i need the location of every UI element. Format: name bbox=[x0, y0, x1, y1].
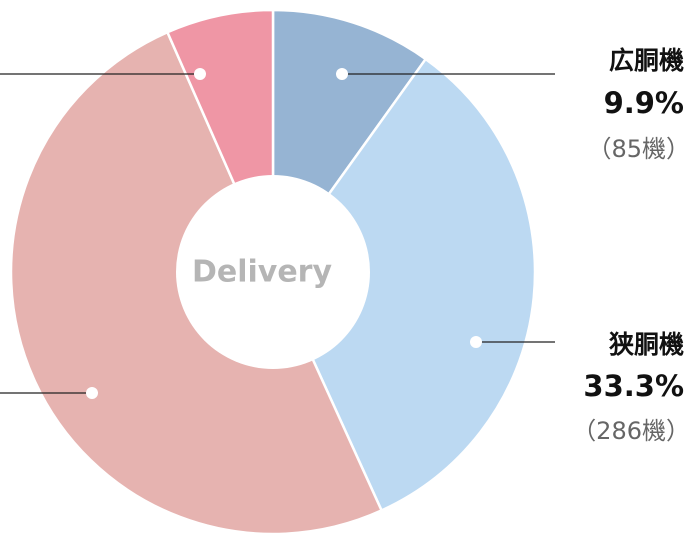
leader-dot bbox=[336, 68, 348, 80]
value-label: 33.3% bbox=[583, 369, 684, 403]
slice bbox=[271, 57, 537, 513]
category-label: 広胴機 bbox=[609, 46, 684, 75]
count-label: （286機） bbox=[572, 417, 688, 445]
category-label: 狭胴機 bbox=[608, 330, 684, 359]
leader-dot bbox=[470, 336, 482, 348]
center-label: Delivery bbox=[192, 255, 333, 290]
value-label: 9.9% bbox=[604, 86, 684, 120]
leader-dot bbox=[194, 68, 206, 80]
leader-dot bbox=[86, 387, 98, 399]
count-label: （85機） bbox=[587, 135, 688, 163]
donut-hole bbox=[176, 175, 370, 369]
